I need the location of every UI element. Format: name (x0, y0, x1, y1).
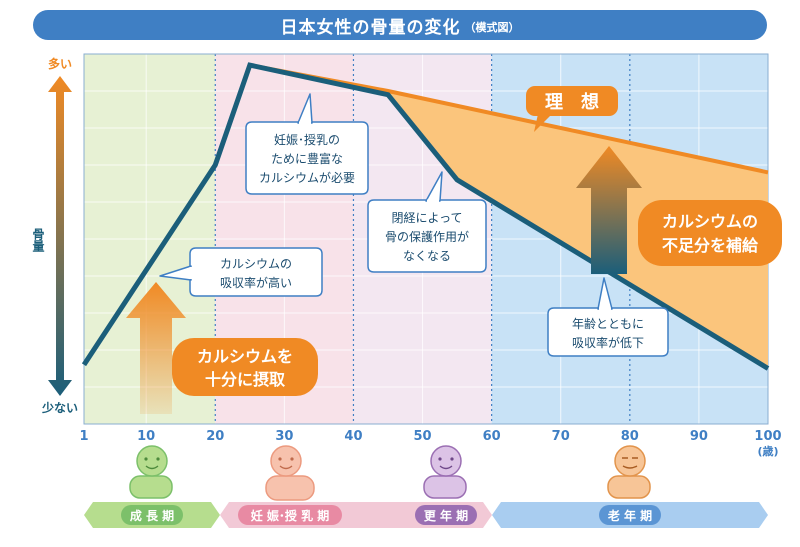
x-tick-label-9: 90 (690, 429, 708, 444)
pregnancy-line-1: 妊娠･授乳の (274, 132, 340, 147)
growth-figure (129, 445, 173, 499)
actual-line (81, 62, 770, 371)
stage-bar: 成 長 期 妊 娠･授 乳 期 更 年 期 老 年 期 (84, 502, 768, 528)
x-tick-label-7: 70 (552, 429, 570, 444)
menopause-line-3: なくなる (403, 249, 451, 263)
x-tick-label-8: 80 (621, 429, 639, 444)
pregnancy-figure (265, 445, 315, 501)
absorption-high-callout: カルシウムの 吸収率が高い (159, 247, 323, 297)
x-tick-labels: 1 10 20 30 40 50 60 70 80 90 100 (79, 429, 781, 444)
stage-label-0: 成 長 期 (130, 508, 174, 523)
elderly-figure (607, 445, 651, 499)
y-bottom-label: 少ない (41, 400, 78, 415)
supplement-arrow (576, 146, 642, 274)
absorption-low-line-1: 年齢とともに (572, 316, 644, 331)
intake-line-2: 十分に摂取 (205, 370, 285, 389)
series-lines (81, 62, 770, 371)
absorption-high-line-1: カルシウムの (220, 257, 292, 271)
stage-label-1: 妊 娠･授 乳 期 (251, 508, 330, 523)
x-tick-label-4: 40 (344, 429, 362, 444)
ideal-label: 理 想 (526, 86, 618, 132)
chart-title: 日本女性の骨量の変化 (280, 17, 461, 38)
stage-label-3: 老 年 期 (608, 508, 652, 523)
y-axis-arrow (48, 76, 72, 396)
x-tick-label-1: 10 (137, 429, 155, 444)
pregnancy-line-2: ために豊富な (271, 151, 343, 166)
menopause-figure (423, 445, 467, 499)
supplement-label: カルシウムの 不足分を補給 (638, 200, 782, 266)
stage-pill-1 (238, 505, 342, 525)
stage-pill-2 (415, 505, 477, 525)
x-tick-label-10: 100 (754, 429, 781, 444)
absorption-high-line-2: 吸収率が高い (220, 275, 292, 290)
x-tick-label-3: 30 (275, 429, 293, 444)
x-tick-label-5: 50 (413, 429, 431, 444)
ideal-label-text: 理 想 (545, 91, 599, 113)
menopause-line-1: 閉経によって (391, 211, 462, 225)
x-axis-label: (歳) (757, 444, 778, 458)
absorption-low-callout: 年齢とともに 吸収率が低下 (547, 277, 669, 357)
intake-arrow (126, 282, 186, 414)
stage-pill-3 (599, 505, 661, 525)
y-axis-label: 骨量 (31, 228, 45, 252)
x-tick-label-0: 1 (79, 429, 88, 444)
stage-pill-0 (121, 505, 183, 525)
stage-label-2: 更 年 期 (424, 508, 468, 523)
intake-line-1: カルシウムを (197, 347, 293, 366)
absorption-low-line-2: 吸収率が低下 (572, 335, 644, 350)
intake-label: カルシウムを 十分に摂取 (172, 338, 318, 396)
x-tick-label-2: 20 (206, 429, 224, 444)
menopause-line-2: 骨の保護作用が (385, 229, 469, 244)
chart-subtitle: （模式図） (464, 21, 520, 34)
pregnancy-callout: 妊娠･授乳の ために豊富な カルシウムが必要 (245, 93, 369, 195)
menopause-callout: 閉経によって 骨の保護作用が なくなる (367, 171, 487, 273)
y-top-label: 多い (48, 56, 72, 71)
title-bar: 日本女性の骨量の変化 （模式図） (33, 10, 767, 40)
supplement-line-2: 不足分を補給 (662, 236, 759, 255)
supplement-line-1: カルシウムの (662, 212, 758, 231)
pregnancy-line-3: カルシウムが必要 (259, 170, 355, 185)
x-tick-label-6: 60 (483, 429, 501, 444)
